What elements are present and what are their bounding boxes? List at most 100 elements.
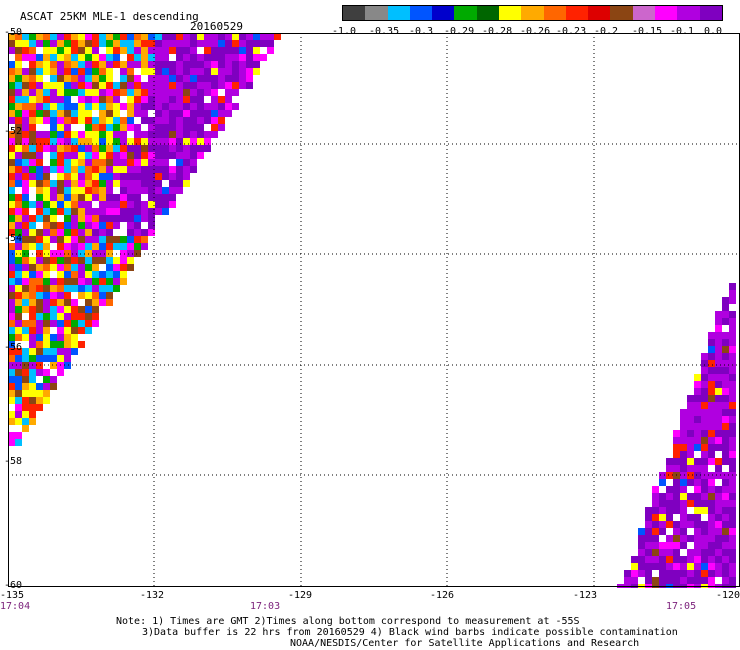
- swath-cell: [57, 61, 64, 68]
- swath-cell: [29, 271, 36, 278]
- swath-cell: [99, 250, 106, 257]
- swath-cell: [701, 395, 708, 402]
- swath-cell: [148, 117, 155, 124]
- swath-cell: [92, 271, 99, 278]
- swath-cell: [64, 180, 71, 187]
- swath-cell: [148, 75, 155, 82]
- swath-cell: [155, 47, 162, 54]
- swath-cell: [120, 68, 127, 75]
- swath-cell: [722, 374, 729, 381]
- swath-cell: [687, 430, 694, 437]
- swath-cell: [99, 68, 106, 75]
- swath-cell: [15, 439, 22, 446]
- swath-cell: [148, 96, 155, 103]
- swath-cell: [645, 535, 652, 542]
- swath-cell: [99, 208, 106, 215]
- swath-cell: [687, 577, 694, 584]
- swath-cell: [708, 430, 715, 437]
- swath-cell: [155, 138, 162, 145]
- swath-cell: [92, 117, 99, 124]
- swath-cell: [729, 486, 736, 493]
- swath-cell: [190, 89, 197, 96]
- swath-cell: [120, 208, 127, 215]
- swath-cell: [148, 40, 155, 47]
- swath-cell: [708, 479, 715, 486]
- color-scale-bar: [342, 5, 723, 21]
- swath-cell: [15, 180, 22, 187]
- swath-cell: [722, 346, 729, 353]
- swath-cell: [715, 465, 722, 472]
- swath-cell: [183, 68, 190, 75]
- swath-cell: [50, 250, 57, 257]
- swath-cell: [687, 444, 694, 451]
- swath-cell: [15, 243, 22, 250]
- swath-cell: [687, 549, 694, 556]
- swath-cell: [729, 437, 736, 444]
- swath-cell: [92, 187, 99, 194]
- swath-cell: [71, 313, 78, 320]
- swath-cell: [78, 131, 85, 138]
- swath-cell: [22, 376, 29, 383]
- swath-cell: [92, 194, 99, 201]
- swath-cell: [211, 61, 218, 68]
- swath-cell: [64, 187, 71, 194]
- swath-cell: [645, 521, 652, 528]
- swath-cell: [8, 68, 15, 75]
- swath-cell: [36, 33, 43, 40]
- swath-cell: [22, 369, 29, 376]
- swath-cell: [169, 187, 176, 194]
- swath-cell: [64, 96, 71, 103]
- swath-cell: [680, 500, 687, 507]
- swath-cell: [729, 451, 736, 458]
- swath-cell: [29, 75, 36, 82]
- swath-cell: [43, 257, 50, 264]
- swath-cell: [64, 103, 71, 110]
- swath-cell: [15, 124, 22, 131]
- swath-cell: [729, 563, 736, 570]
- swath-cell: [22, 355, 29, 362]
- swath-cell: [64, 33, 71, 40]
- swath-cell: [50, 110, 57, 117]
- swath-cell: [43, 348, 50, 355]
- swath-cell: [169, 33, 176, 40]
- swath-cell: [169, 68, 176, 75]
- swath-cell: [85, 75, 92, 82]
- swath-cell: [708, 339, 715, 346]
- swath-cell: [624, 577, 631, 584]
- swath-cell: [169, 110, 176, 117]
- swath-cell: [155, 131, 162, 138]
- swath-cell: [71, 334, 78, 341]
- swath-cell: [15, 397, 22, 404]
- swath-cell: [673, 458, 680, 465]
- swath-cell: [687, 514, 694, 521]
- swath-cell: [64, 341, 71, 348]
- swath-cell: [29, 152, 36, 159]
- swath-cell: [57, 159, 64, 166]
- swath-cell: [694, 458, 701, 465]
- swath-cell: [127, 222, 134, 229]
- swath-cell: [183, 138, 190, 145]
- swath-cell: [50, 236, 57, 243]
- swath-cell: [36, 306, 43, 313]
- swath-cell: [204, 82, 211, 89]
- swath-cell: [729, 423, 736, 430]
- swath-cell: [148, 68, 155, 75]
- swath-cell: [694, 493, 701, 500]
- swath-cell: [71, 33, 78, 40]
- scale-label: -0.28: [482, 26, 513, 37]
- swath-cell: [211, 40, 218, 47]
- swath-cell: [141, 68, 148, 75]
- swath-cell: [729, 528, 736, 535]
- swath-cell: [169, 89, 176, 96]
- swath-cell: [29, 299, 36, 306]
- swath-cell: [15, 383, 22, 390]
- swath-cell: [85, 96, 92, 103]
- swath-cell: [64, 299, 71, 306]
- swath-cell: [680, 465, 687, 472]
- swath-cell: [57, 138, 64, 145]
- swath-cell: [43, 306, 50, 313]
- swath-cell: [715, 360, 722, 367]
- swath-cell: [162, 33, 169, 40]
- swath-cell: [50, 187, 57, 194]
- swath-cell: [29, 33, 36, 40]
